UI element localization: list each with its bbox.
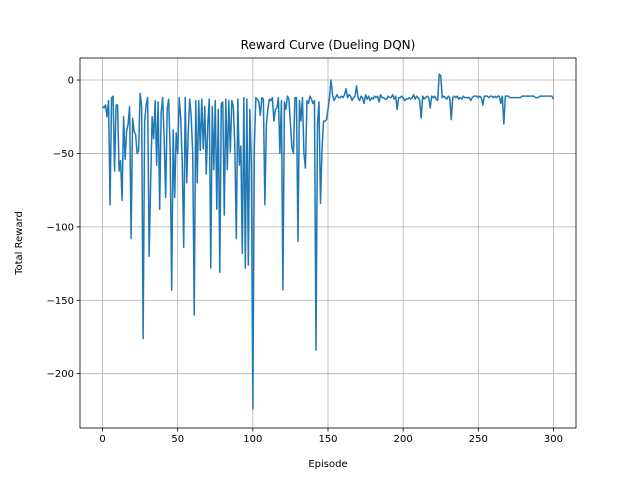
y-tick-label: −50 [53,149,74,160]
x-tick-label: 0 [99,434,105,445]
plot-frame [79,57,577,429]
x-axis-label: Episode [308,459,347,470]
x-tick-label: 100 [243,434,262,445]
x-tick-label: 300 [544,434,563,445]
x-tick-label: 250 [469,434,488,445]
y-tick-label: −150 [47,296,74,307]
y-axis-label: Total Reward [14,211,25,276]
y-tick-label: 0 [68,76,74,87]
y-tick-label: −200 [47,369,74,380]
x-tick-label: 50 [171,434,184,445]
x-tick-label: 200 [394,434,413,445]
data-line [102,73,555,410]
y-tick-label: −100 [47,222,74,233]
chart-title: Reward Curve (Dueling DQN) [241,38,416,52]
x-tick-label: 150 [318,434,337,445]
